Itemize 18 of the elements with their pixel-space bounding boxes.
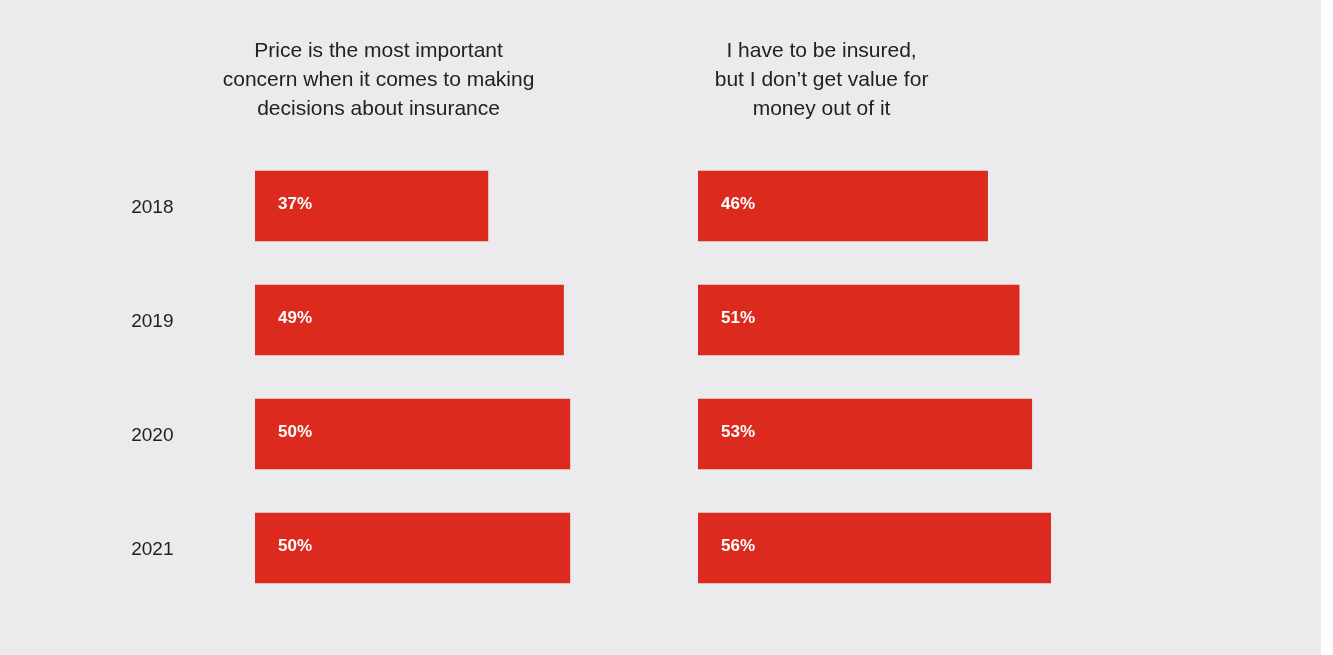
data-label: 51% (721, 308, 756, 327)
data-label: 53% (721, 422, 756, 441)
y-tick-label: 2021 (131, 537, 174, 559)
data-label: 46% (721, 194, 756, 213)
bar (698, 398, 1033, 470)
chart-title: Price is the most important concern when it comes to making decisions about insurance (222, 38, 535, 119)
y-tick-label: 2019 (131, 309, 174, 331)
data-label: 49% (278, 308, 313, 327)
data-label: 50% (278, 422, 313, 441)
bar (698, 170, 988, 242)
data-label: 56% (721, 536, 756, 555)
data-label: 37% (278, 194, 313, 213)
chart-title: I have to be insured, but I don’t get value for money out of it (714, 38, 929, 119)
data-label: 50% (278, 536, 313, 555)
bar (698, 284, 1020, 356)
y-tick-label: 2020 (131, 423, 174, 445)
y-tick-label: 2018 (131, 195, 174, 217)
bar (698, 512, 1051, 584)
